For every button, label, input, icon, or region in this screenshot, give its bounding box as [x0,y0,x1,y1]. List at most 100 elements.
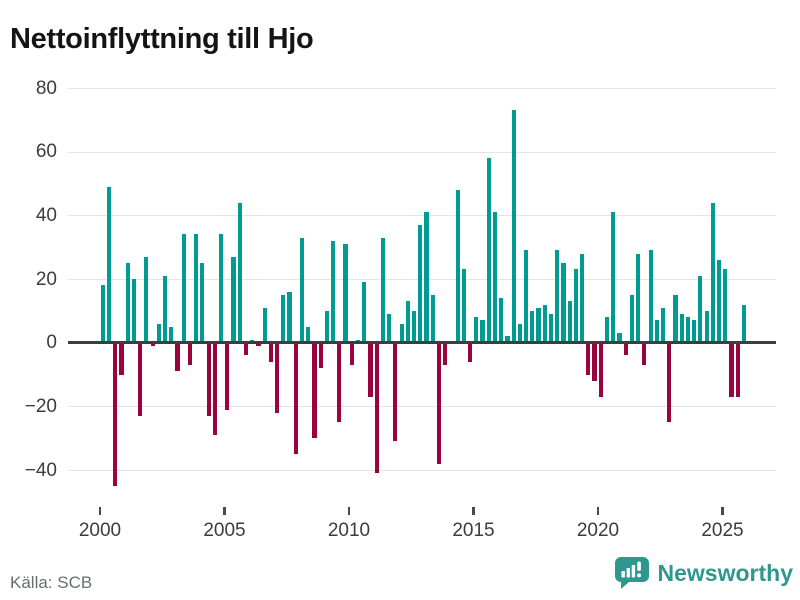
bar-2016-q4 [517,323,522,343]
bar-2020-q3 [611,212,616,343]
bar-2024-q2 [704,310,709,343]
bar-2015-q2 [480,320,485,343]
bar-2014-q3 [461,269,466,343]
bar-2017-q4 [542,304,547,343]
x-axis-tick [721,507,724,515]
bar-2024-q4 [716,259,722,343]
bar-2015-q3 [486,158,491,343]
x-axis-label: 2025 [701,520,744,541]
bar-2022-q2 [654,320,659,343]
bar-2025-q3 [735,342,740,397]
bar-2007-q2 [281,294,286,343]
newsworthy-logo-icon [614,557,649,589]
bar-2018-q1 [548,314,554,343]
bar-2023-q1 [673,294,678,343]
bar-2016-q1 [499,298,504,343]
zero-line [68,341,776,345]
bar-2013-q4 [443,342,448,365]
bar-2000-q3 [113,342,118,486]
bar-2004-q3 [212,342,217,435]
bar-2003-q1 [175,342,180,372]
y-axis-label: 40 [35,204,57,226]
x-axis-tick [347,507,351,515]
bar-2011-q3 [387,314,392,343]
brand-lockup: Newsworthy [614,556,793,590]
y-axis-label: −20 [24,395,57,417]
y-axis-label: 60 [35,141,57,163]
bar-2006-q1 [250,339,255,343]
bar-2009-q4 [343,244,348,343]
bar-2001-q1 [125,263,130,343]
bar-2009-q2 [331,240,336,343]
plot-area: 80 60 40 20 0 −20 −40 2000 2005 2010 2015 2020 2025 [24,77,776,541]
page-title: Nettoinflyttning till Hjo [10,23,314,56]
bar-2010-q1 [349,342,354,365]
bar-2002-q3 [162,275,168,343]
bar-2007-q1 [275,342,280,413]
bar-2025-q2 [729,342,734,397]
y-axis-label: −40 [24,459,57,481]
bar-2003-q4 [194,234,199,343]
bar-2019-q1 [573,269,578,343]
x-axis-label: 2005 [203,520,246,541]
gridline [68,406,776,408]
bar-2008-q4 [318,342,323,369]
x-axis-label: 2000 [78,520,122,541]
bar-2017-q3 [536,307,541,343]
bar-2009-q3 [337,342,342,423]
bar-2012-q2 [405,301,410,343]
bar-2023-q3 [685,317,691,343]
bar-2013-q2 [430,294,435,343]
bar-2005-q1 [225,342,230,410]
bar-2023-q2 [679,314,684,343]
bar-2005-q3 [237,202,242,343]
x-axis-tick [223,507,226,515]
x-axis-label: 2010 [327,520,371,541]
bar-2020-q4 [617,333,622,343]
bar-2002-q2 [156,323,161,343]
gridline [68,88,776,90]
bar-2024-q1 [698,275,703,343]
bar-2013-q3 [436,342,442,464]
bar-2011-q4 [393,342,398,442]
bar-2023-q4 [692,320,697,343]
bar-2007-q4 [293,342,298,455]
bar-2008-q3 [312,342,317,439]
bar-2005-q2 [231,256,236,343]
x-axis-tick [98,507,102,515]
bar-2004-q1 [200,263,205,343]
bar-2009-q1 [324,310,329,343]
bar-2000-q4 [119,342,124,375]
bar-2004-q2 [206,342,211,416]
bar-2011-q1 [374,342,379,474]
bar-2007-q3 [287,291,292,343]
bar-2010-q2 [355,339,361,343]
bar-2006-q4 [268,342,273,362]
bar-2016-q2 [505,336,510,343]
x-axis-tick [596,507,600,515]
source-note: Källa: SCB [10,573,93,592]
bar-2013-q1 [424,212,429,343]
bar-2018-q2 [555,250,560,343]
bar-2019-q2 [580,253,585,343]
bar-2006-q2 [256,342,261,346]
bar-2021-q3 [636,253,641,343]
bar-2020-q1 [598,342,603,397]
bar-2003-q2 [181,234,186,343]
bar-2018-q4 [567,301,572,343]
bar-2001-q2 [131,279,136,343]
y-axis-label: 0 [46,332,57,354]
bar-2012-q4 [418,224,423,343]
bar-2025-q1 [723,269,728,343]
bar-2022-q3 [660,307,666,343]
bar-2024-q3 [710,202,715,343]
bar-2017-q1 [524,250,529,343]
x-axis-label: 2015 [452,520,495,541]
bar-2001-q3 [138,342,143,416]
bar-2017-q2 [530,310,535,343]
bar-2020-q2 [604,317,610,343]
bar-2012-q3 [411,310,417,343]
y-axis-label: 80 [35,77,57,99]
bar-2014-q2 [455,189,460,343]
